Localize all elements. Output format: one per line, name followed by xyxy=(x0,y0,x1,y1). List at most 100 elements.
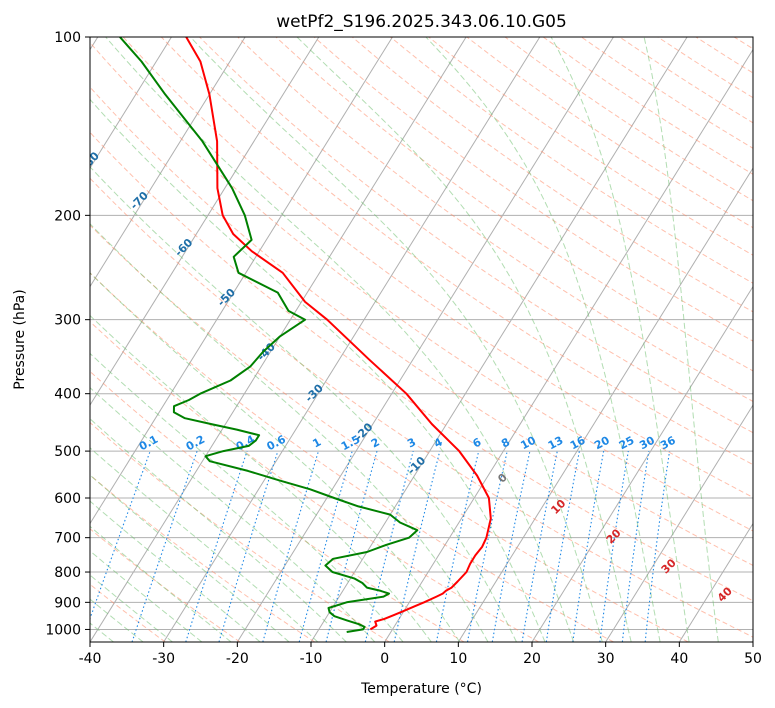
moist-adiabat xyxy=(90,223,489,642)
mixing-ratio-line xyxy=(90,450,151,621)
dry-adiabat xyxy=(313,37,753,342)
x-tick-label: -40 xyxy=(79,651,102,667)
x-tick-label: -10 xyxy=(300,651,323,667)
x-tick-label: 30 xyxy=(597,651,615,667)
moist-adiabat xyxy=(190,37,603,642)
moist-adiabat-label: 20 xyxy=(604,526,624,546)
dry-adiabat xyxy=(90,474,315,642)
isotherm-label: -60 xyxy=(172,236,195,259)
moist-adiabat xyxy=(90,525,232,642)
mixing-ratio-line xyxy=(644,451,671,642)
moist-adiabat xyxy=(90,500,261,642)
moist-adiabat xyxy=(643,37,719,642)
moist-adiabat xyxy=(90,386,376,642)
dry-adiabat xyxy=(466,37,753,229)
mixing-ratio-label: 10 xyxy=(518,434,538,453)
dry-adiabat xyxy=(90,320,540,642)
moist-adiabat xyxy=(90,474,290,642)
mixing-ratio-line xyxy=(621,451,650,642)
mixing-ratio-label: 16 xyxy=(568,434,588,453)
mixing-ratio-label: 4 xyxy=(432,435,445,450)
dry-adiabat xyxy=(90,421,390,642)
axis-layer: -40 -30 -20 -10 0 10 20 30 40 50 1000 900 800 700 600 5… xyxy=(45,30,762,667)
y-tick-label: 200 xyxy=(54,208,81,224)
dry-adiabat xyxy=(90,177,753,638)
moist-adiabat-label: 30 xyxy=(659,556,679,576)
mixing-ratio-label: 0.2 xyxy=(184,433,207,454)
dry-adiabat xyxy=(90,272,614,642)
y-tick-label: 800 xyxy=(54,565,81,581)
isotherm-label: -90 xyxy=(34,102,57,125)
dry-adiabat xyxy=(237,37,753,402)
isotherm-gridline xyxy=(90,37,172,169)
mixing-ratio-label: 3 xyxy=(405,435,418,450)
y-axis-title: Pressure (hPa) xyxy=(12,289,28,389)
chart-title: wetPf2_S196.2025.343.06.10.G05 xyxy=(276,12,567,32)
dry-adiabat xyxy=(90,41,753,532)
x-tick-label: -30 xyxy=(152,651,175,667)
moist-adiabat xyxy=(90,272,461,642)
mixing-ratio-label: 20 xyxy=(592,434,612,453)
mixing-ratio-line xyxy=(572,451,605,642)
mixing-ratio-label: 0.1 xyxy=(137,433,160,454)
moist-adiabat xyxy=(90,314,432,642)
moist-adiabat xyxy=(90,166,517,642)
mixing-ratio-label: 25 xyxy=(617,434,637,453)
isotherm-gridline xyxy=(90,37,393,525)
mixing-ratio-label: 0.6 xyxy=(265,433,289,454)
mixing-ratio-line xyxy=(393,450,441,642)
moist-adiabat xyxy=(90,574,173,642)
dry-adiabat xyxy=(581,37,753,149)
grid-layer xyxy=(90,37,753,642)
mixing-ratio-line xyxy=(521,450,558,642)
x-tick-label: 0 xyxy=(380,651,389,667)
dry-adiabat xyxy=(90,131,753,602)
dry-adiabat xyxy=(275,37,753,372)
moist-adiabat xyxy=(90,418,347,642)
mixing-ratio-label: 13 xyxy=(546,434,566,453)
isotherm-gridline xyxy=(384,48,753,642)
dry-adiabat xyxy=(504,37,753,202)
mixing-ratio-label: 8 xyxy=(499,435,512,450)
mixing-ratio-line xyxy=(435,450,480,642)
isotherm-label: -40 xyxy=(255,340,278,363)
moist-adiabat xyxy=(550,37,690,642)
moist-adiabat xyxy=(90,447,319,642)
mixing-ratio-label: 30 xyxy=(637,434,657,453)
moist-adiabat xyxy=(425,37,661,642)
isotherm-label: -100 xyxy=(0,42,22,71)
mixing-ratio-line xyxy=(185,450,248,642)
isotherm-gridline xyxy=(90,37,246,288)
isotherm-label: -70 xyxy=(128,189,151,212)
isotherm-gridline xyxy=(752,641,753,642)
dry-adiabat xyxy=(160,37,753,466)
dry-adiabat xyxy=(351,37,753,313)
isotherm-gridline xyxy=(310,37,688,642)
mixing-ratio-label: 6 xyxy=(471,435,484,450)
dry-adiabat xyxy=(90,370,465,642)
mixing-ratio-line xyxy=(325,450,378,642)
y-tick-label: 600 xyxy=(54,491,81,507)
x-tick-label: 10 xyxy=(449,651,467,667)
dry-adiabat xyxy=(733,37,753,50)
mixing-ratio-line xyxy=(298,450,353,642)
mixing-ratio-label: 36 xyxy=(658,434,678,453)
moist-adiabat xyxy=(90,352,404,642)
isotherm-gridline xyxy=(605,404,753,642)
dry-adiabat xyxy=(199,37,753,434)
y-tick-label: 300 xyxy=(54,313,81,329)
moist-adiabat-label: 40 xyxy=(715,584,735,604)
dry-adiabat xyxy=(542,37,753,175)
x-tick-label: 50 xyxy=(744,651,762,667)
mixing-ratio-line xyxy=(599,451,629,642)
moist-adiabat xyxy=(105,37,575,642)
mixing-ratio-line xyxy=(364,450,414,642)
moist-adiabat xyxy=(90,550,203,642)
mixing-ratio-label: 2 xyxy=(369,435,382,450)
x-tick-label: -20 xyxy=(226,651,249,667)
plot-frame xyxy=(89,36,754,643)
isotherm-label: -30 xyxy=(303,381,326,404)
y-tick-label: 400 xyxy=(54,387,81,403)
dry-adiabat xyxy=(90,86,753,566)
